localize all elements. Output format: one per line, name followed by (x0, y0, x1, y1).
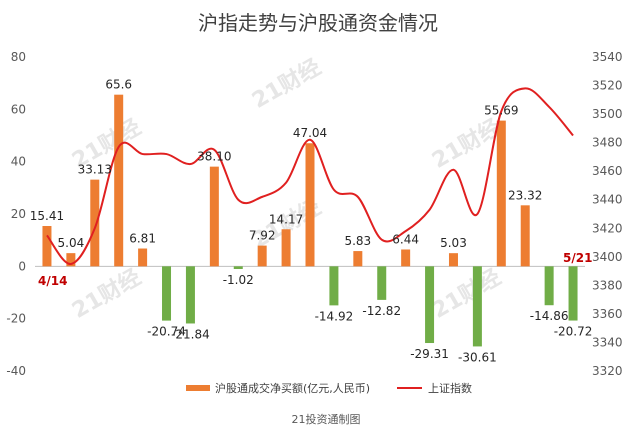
left-tick-label: 40 (11, 155, 26, 169)
right-tick-label: 3420 (592, 221, 623, 235)
bar-value-label: 5.03 (440, 236, 467, 250)
bar (162, 266, 172, 321)
bar (448, 253, 458, 267)
bar (257, 245, 267, 267)
right-tick-label: 3520 (592, 79, 623, 93)
bar-value-label: 47.04 (293, 126, 327, 140)
bar-value-label: 23.32 (508, 188, 542, 202)
left-tick-label: 0 (18, 259, 26, 273)
bar-value-label: -29.31 (410, 347, 449, 361)
legend-bar-label: 沪股通成交净买额(亿元,人民币) (215, 381, 370, 395)
bar (425, 266, 435, 344)
bar (329, 266, 339, 306)
bar-value-label: 5.04 (58, 236, 85, 250)
end-date-label: 5/21 (563, 251, 592, 265)
bar-value-label: 65.6 (105, 78, 132, 92)
bar-value-label: 15.41 (30, 209, 64, 223)
bar (568, 266, 578, 321)
bar-value-label: 55.69 (484, 104, 518, 118)
bar (114, 94, 124, 267)
bar-value-label: -1.02 (223, 273, 254, 287)
bar-value-label: -30.61 (458, 350, 497, 364)
start-date-label: 4/14 (38, 274, 67, 288)
legend-bar-swatch (186, 385, 210, 391)
bar (520, 205, 530, 267)
watermark-5: 21财经 (428, 264, 506, 324)
bar (377, 266, 387, 300)
source-note: 21投资通制图 (292, 412, 361, 426)
bar-value-label: 14.17 (269, 212, 303, 226)
bar (90, 179, 100, 267)
bar-value-label: 33.13 (78, 163, 112, 177)
right-tick-label: 3480 (592, 136, 623, 150)
bar (544, 266, 554, 306)
right-axis-ticks: 3320 3340 3360 3380 3400 3420 3440 3460 3480 3500… (592, 50, 623, 378)
left-tick-label: 80 (11, 50, 26, 64)
legend: 沪股通成交净买额(亿元,人民币) 上证指数 (186, 381, 472, 395)
left-tick-label: -20 (6, 312, 26, 326)
left-tick-label: 20 (11, 207, 26, 221)
right-tick-label: 3320 (592, 364, 623, 378)
bar-value-label: 5.83 (344, 234, 371, 248)
bar (42, 226, 52, 267)
bar (233, 266, 243, 270)
right-tick-label: 3340 (592, 335, 623, 349)
bar-value-label: 7.92 (249, 229, 276, 243)
left-tick-label: 60 (11, 102, 26, 116)
right-tick-label: 3360 (592, 307, 623, 321)
right-tick-label: 3380 (592, 278, 623, 292)
right-tick-label: 3460 (592, 164, 623, 178)
chart-title: 沪指走势与沪股通资金情况 (198, 11, 438, 35)
legend-line-label: 上证指数 (428, 381, 472, 395)
watermark-4: 21财经 (68, 264, 146, 324)
bar-value-label: -20.72 (554, 325, 593, 339)
index-line (46, 87, 574, 265)
bar (401, 249, 411, 267)
bar-series (42, 94, 578, 347)
bar (305, 143, 315, 267)
bar-value-label: -12.82 (362, 304, 401, 318)
bar (185, 266, 195, 324)
bar-value-label: -14.92 (315, 309, 354, 323)
right-tick-label: 3500 (592, 107, 623, 121)
right-tick-label: 3400 (592, 250, 623, 264)
bar (209, 166, 219, 267)
watermark-0: 21财经 (248, 54, 326, 114)
left-tick-label: -40 (6, 364, 26, 378)
bar (472, 266, 482, 347)
bar-value-label: 6.81 (129, 232, 156, 246)
left-axis-ticks: -40 -20 0 20 40 60 80 (6, 50, 26, 378)
bar-value-label: -21.84 (171, 327, 210, 341)
bar (138, 248, 148, 267)
bar (66, 253, 76, 267)
bar (496, 120, 506, 267)
right-tick-label: 3440 (592, 193, 623, 207)
data-labels: 15.41 5.04 33.13 65.6 6.81 -20.74-21.84 38.10 -… (30, 78, 593, 365)
bar (353, 251, 363, 267)
bar-value-label: -14.86 (530, 309, 569, 323)
bar-value-label: -20.74 (147, 325, 186, 339)
bar (281, 229, 291, 267)
bar-value-label: 6.44 (392, 232, 419, 246)
bar-value-label: 38.10 (197, 150, 231, 164)
right-tick-label: 3540 (592, 50, 623, 64)
